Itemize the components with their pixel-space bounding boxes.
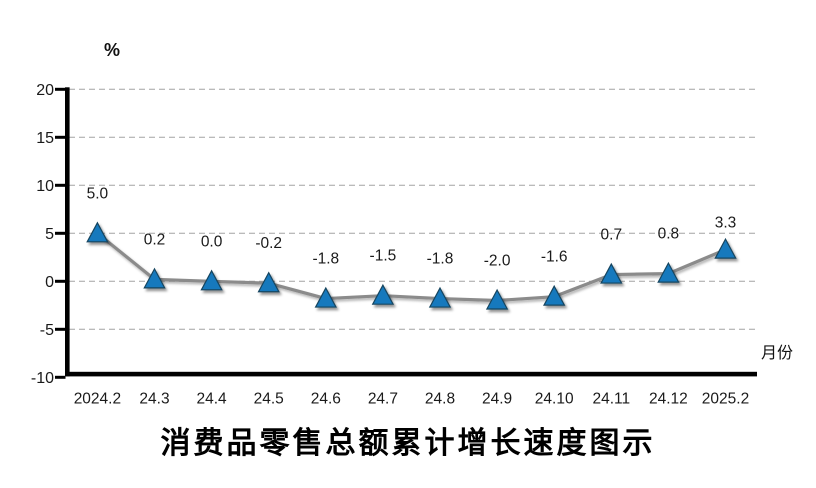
data-point-label: 5.0 bbox=[87, 185, 109, 202]
y-tick-label: -5 bbox=[40, 322, 54, 339]
y-tick-label: 20 bbox=[36, 82, 54, 99]
data-point-marker bbox=[657, 261, 680, 283]
x-tick-label: 24.9 bbox=[482, 391, 512, 408]
x-tick-label: 24.6 bbox=[311, 391, 341, 408]
y-tick-label: 15 bbox=[36, 130, 54, 147]
data-point-label: 0.7 bbox=[601, 227, 623, 244]
x-axis-title: 月份 bbox=[761, 343, 794, 362]
x-axis-line bbox=[65, 371, 757, 377]
y-axis-line bbox=[65, 87, 70, 377]
data-point-label: -1.8 bbox=[312, 251, 339, 268]
series-line bbox=[96, 232, 727, 303]
chart-title: 消费品零售总额累计增长速度图示 bbox=[160, 426, 656, 461]
y-axis-unit-label: % bbox=[104, 40, 121, 60]
y-tick-label: 0 bbox=[45, 274, 54, 291]
data-point-label: 3.3 bbox=[715, 215, 737, 232]
x-tick-label: 24.8 bbox=[425, 391, 455, 408]
data-point-marker bbox=[428, 286, 452, 308]
data-point-marker bbox=[143, 267, 166, 289]
x-tick-label: 24.4 bbox=[197, 391, 228, 408]
data-point-marker bbox=[200, 269, 223, 291]
data-point-marker bbox=[600, 262, 623, 284]
data-point-label: 0.0 bbox=[201, 233, 223, 250]
x-tick-label: 24.10 bbox=[535, 391, 574, 408]
data-point-label: -2.0 bbox=[484, 253, 511, 270]
x-tick-label: 24.11 bbox=[592, 391, 630, 408]
data-point-marker bbox=[257, 271, 280, 293]
x-tick-label: 2024.2 bbox=[74, 391, 121, 408]
y-tick-label: 5 bbox=[45, 226, 54, 243]
data-point-label: -0.2 bbox=[255, 235, 282, 252]
data-point-marker bbox=[314, 286, 338, 308]
x-tick-label: 2025.2 bbox=[702, 391, 749, 408]
x-tick-label: 24.5 bbox=[254, 391, 284, 408]
data-point-label: 0.8 bbox=[658, 226, 680, 243]
data-point-label: -1.5 bbox=[370, 248, 397, 265]
data-point-marker bbox=[542, 284, 566, 306]
data-point-label: -1.6 bbox=[541, 249, 568, 266]
data-point-marker bbox=[714, 237, 737, 259]
data-point-marker bbox=[86, 221, 109, 243]
x-tick-label: 24.7 bbox=[368, 391, 398, 408]
x-tick-label: 24.3 bbox=[139, 391, 169, 408]
data-point-label: 0.2 bbox=[144, 231, 166, 248]
y-tick-label: 10 bbox=[36, 178, 54, 195]
data-point-marker bbox=[485, 288, 509, 310]
data-point-label: -1.8 bbox=[427, 251, 454, 268]
x-tick-label: 24.12 bbox=[649, 391, 688, 408]
data-point-marker bbox=[371, 283, 395, 305]
y-tick-label: -10 bbox=[31, 370, 54, 387]
